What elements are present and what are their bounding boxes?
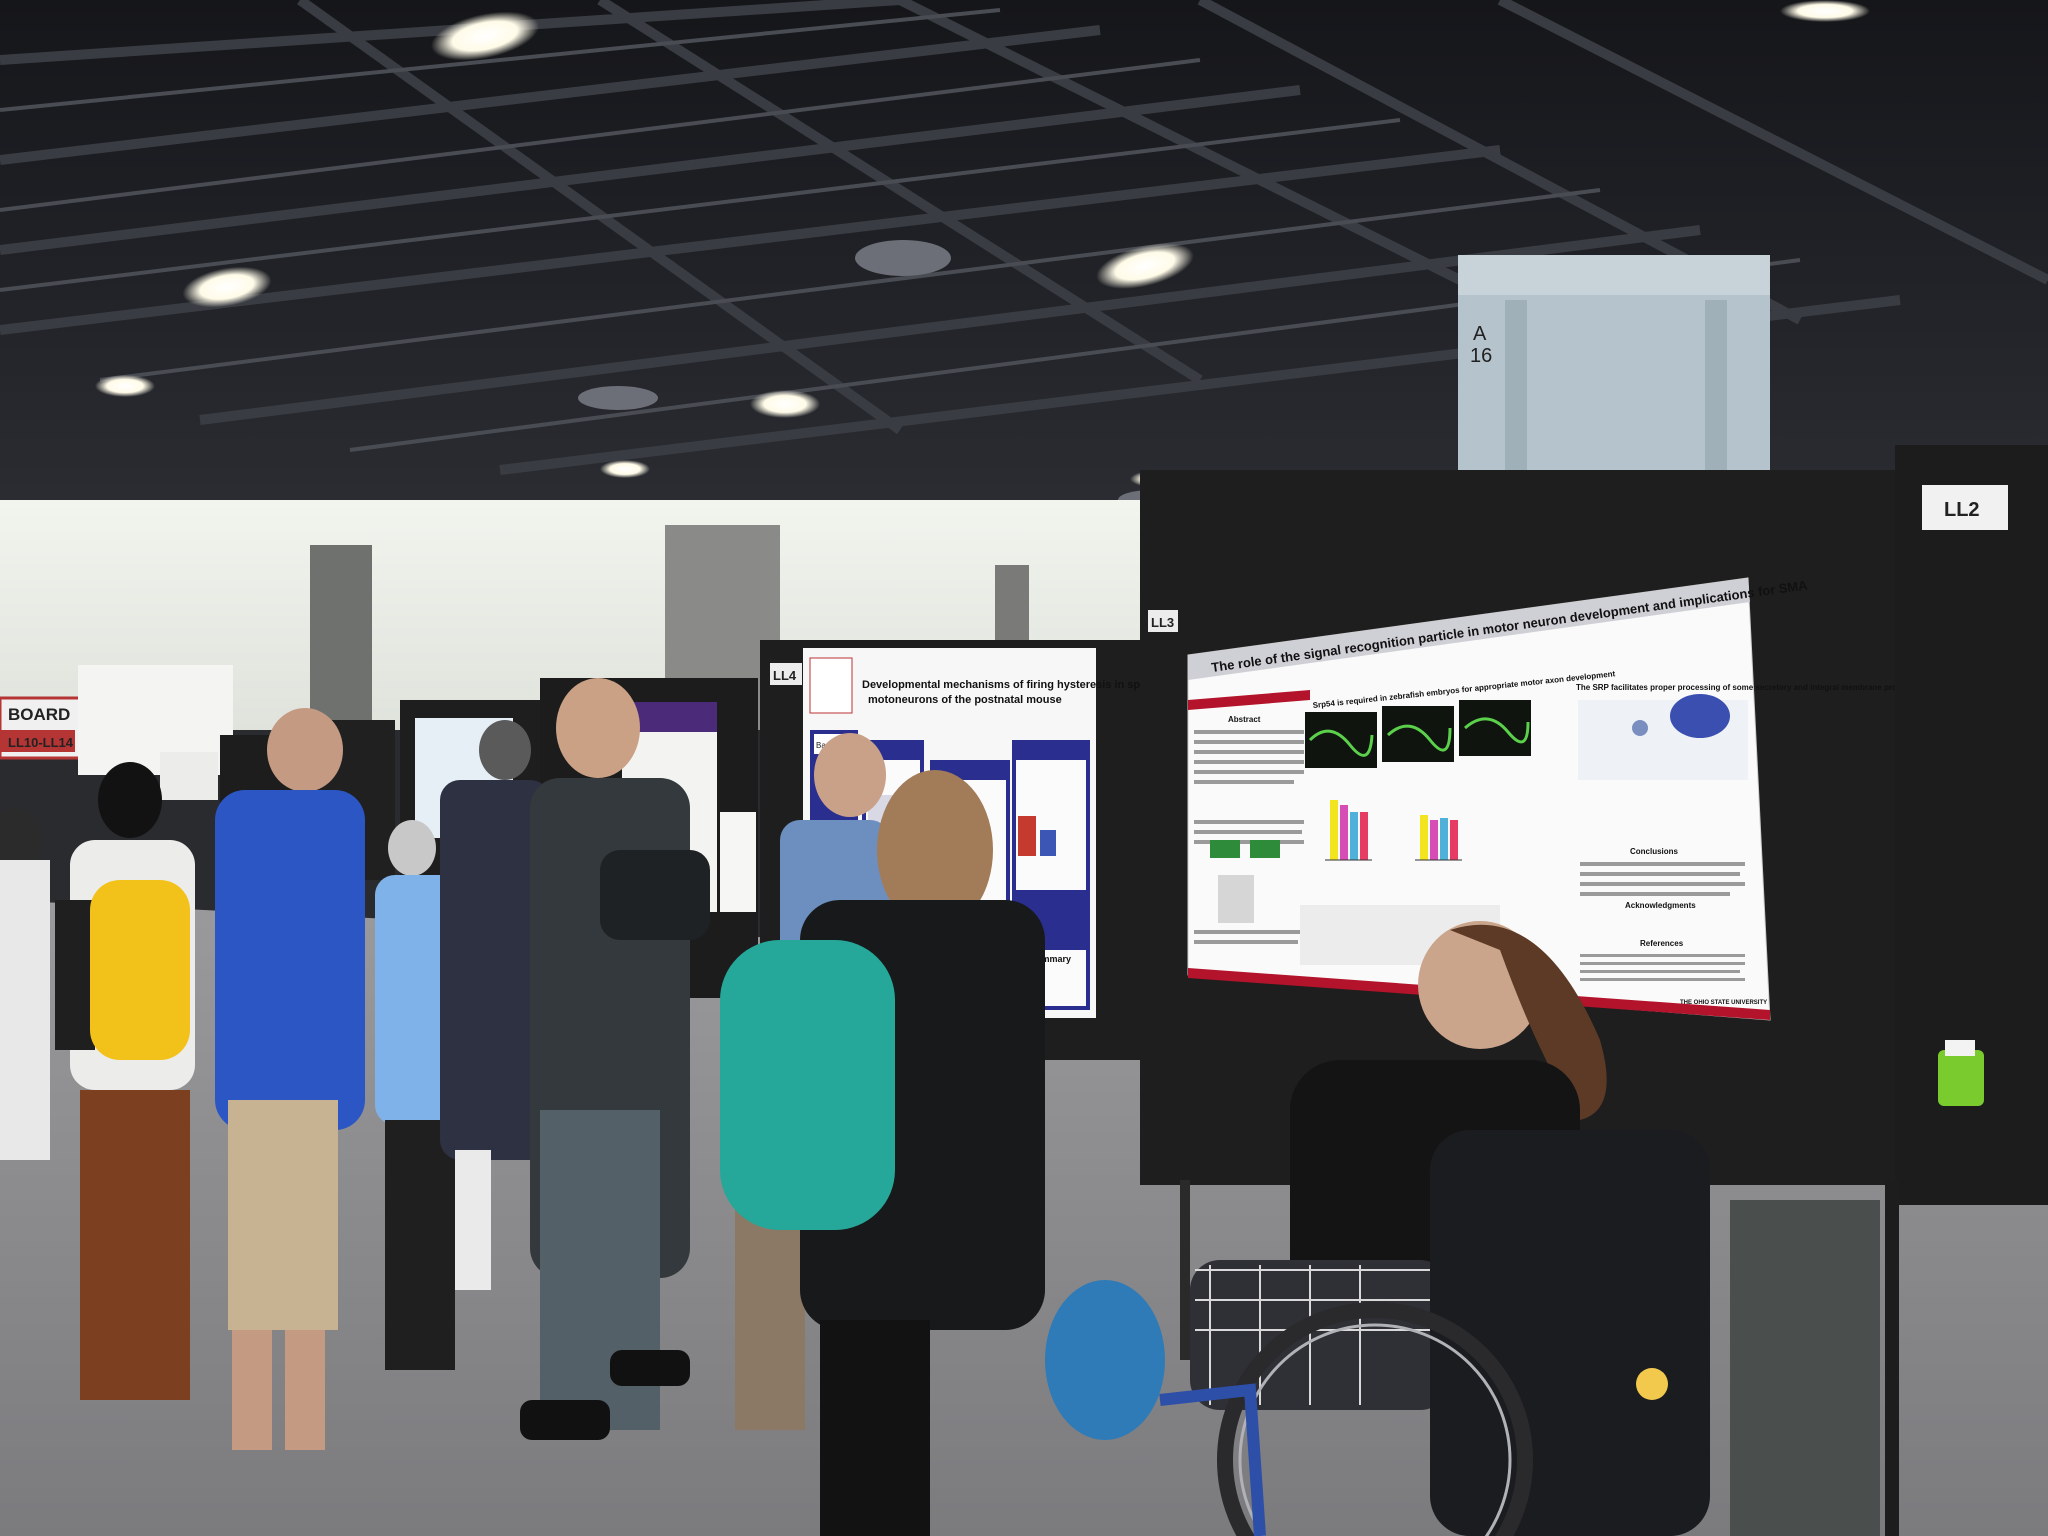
handout-sheet xyxy=(720,812,756,912)
attendee-crowd xyxy=(0,678,890,1450)
board-sign-top: BOARD xyxy=(8,705,70,724)
board-ll3-label: LL3 xyxy=(1151,615,1174,630)
board-ll2-label: LL2 xyxy=(1944,499,1980,521)
poster-main-references: References xyxy=(1640,939,1684,948)
board-range: LL10-LL14 xyxy=(8,735,74,750)
poster-main-acknowledgments: Acknowledgments xyxy=(1625,901,1696,910)
wall-pillar xyxy=(310,545,372,730)
attendee-wheelchair xyxy=(1159,921,1710,1536)
microscopy-panels xyxy=(1305,700,1531,768)
distant-poster xyxy=(160,752,218,800)
teal-backpack xyxy=(720,940,895,1230)
column-letter: A xyxy=(1473,323,1487,345)
wheelchair-wheel xyxy=(1217,1302,1533,1536)
ceiling-lights xyxy=(95,0,1870,488)
poster-main-text-columns xyxy=(1194,730,1304,944)
attendee-right-legs xyxy=(1730,1200,1880,1536)
poster-middle-summary: Summary xyxy=(1030,954,1071,964)
board-number-sign: BOARD NUMB LL10-LL14 xyxy=(0,696,86,760)
poster-main-footer: THE OHIO STATE UNIVERSITY xyxy=(1680,1000,1767,1006)
wheelchair-backpack xyxy=(1430,1130,1710,1536)
poster-main-abstract: Abstract xyxy=(1228,715,1261,724)
board-ll2: LL2 xyxy=(1885,445,2048,1536)
poster-main-conclusions: Conclusions xyxy=(1630,847,1679,856)
poster-middle-title-2: motoneurons of the postnatal mouse xyxy=(868,694,1062,706)
floor-backpack xyxy=(1045,1280,1165,1440)
bar-graph-right xyxy=(1415,815,1462,861)
attendee-teal-backpack xyxy=(720,770,1045,1536)
poster-srp-sma: The role of the signal recognition parti… xyxy=(1187,577,1916,1021)
yellow-backpack xyxy=(90,880,190,1060)
bar-graph-left xyxy=(1325,800,1372,861)
board-ll1-label: LL4 xyxy=(773,668,797,683)
column-number: 16 xyxy=(1470,345,1492,367)
poster-main-right-heading: The SRP facilitates proper processing of… xyxy=(1576,683,1916,692)
poster-middle-title-1: Developmental mechanisms of firing hyste… xyxy=(862,679,1159,691)
ceiling-ducts xyxy=(0,0,2048,475)
